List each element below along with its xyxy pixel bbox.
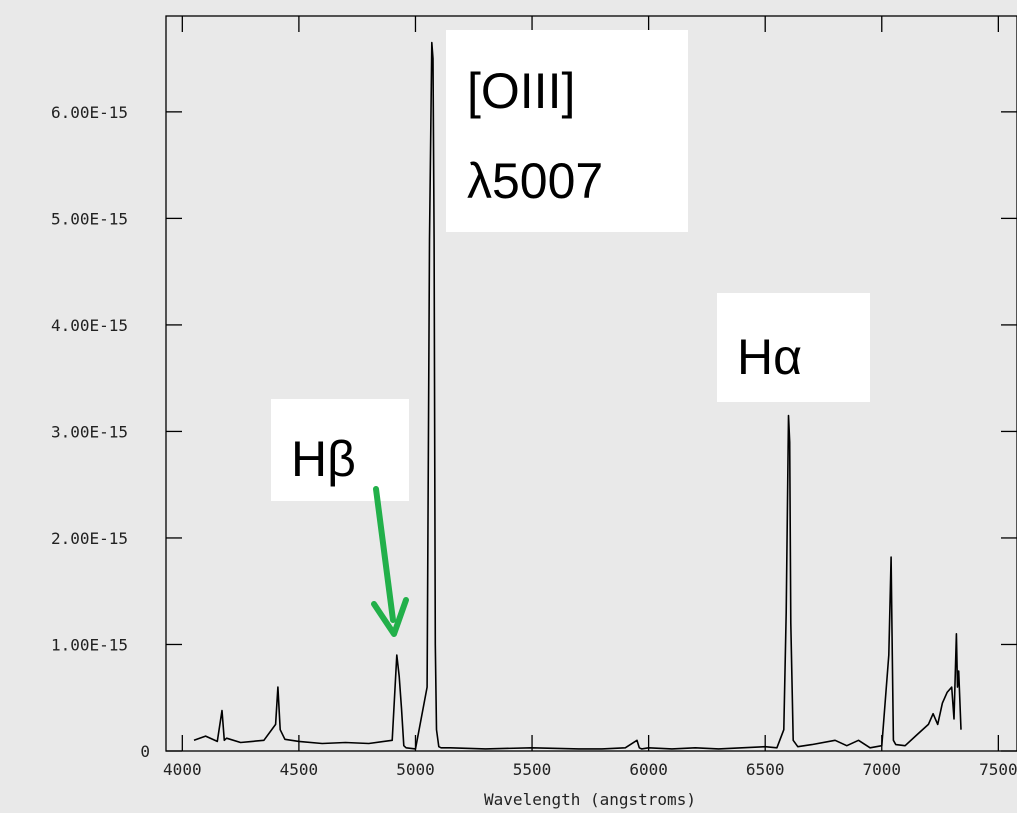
annotation-hbeta: Hβ <box>271 399 409 501</box>
x-tick-label: 4500 <box>280 760 319 779</box>
y-tick-label: 5.00E-15 <box>51 209 128 228</box>
x-axis-title: Wavelength (angstroms) <box>484 790 696 809</box>
x-tick-label: 6500 <box>746 760 785 779</box>
plot-frame <box>165 15 1017 752</box>
y-tick-label: 4.00E-15 <box>51 316 128 335</box>
x-tick-label: 5500 <box>513 760 552 779</box>
annotation-halpha-box <box>717 293 870 402</box>
x-tick-label: 4000 <box>163 760 202 779</box>
x-tick-label: 6000 <box>629 760 668 779</box>
annotation-oiii: [OIII] λ5007 <box>446 30 688 232</box>
annotation-hbeta-label: Hβ <box>291 431 356 487</box>
hbeta-arrow-shaft <box>373 486 396 623</box>
x-tick-label: 7000 <box>863 760 902 779</box>
y-tick-label: 0 <box>140 742 150 761</box>
hbeta-arrow-head <box>371 597 409 637</box>
annotation-oiii-line1: [OIII] <box>467 63 575 119</box>
annotation-hbeta-box <box>271 399 409 501</box>
y-axis-ticks: 0 1.00E-15 2.00E-15 3.00E-15 4.00E-15 5.00E-1… <box>51 103 1017 761</box>
annotation-halpha: Hα <box>717 293 870 402</box>
spectrum-series-line <box>193 41 962 750</box>
x-axis-ticks: 4000 4500 5000 5500 6000 6500 7000 7500 <box>163 16 1017 779</box>
y-tick-label: 3.00E-15 <box>51 422 128 441</box>
y-tick-label: 6.00E-15 <box>51 103 128 122</box>
annotation-oiii-line2: λ5007 <box>467 153 603 209</box>
annotation-halpha-label: Hα <box>737 329 802 385</box>
plot-area: 4000 4500 5000 5500 6000 6500 7000 7500 0 1.00E-… <box>51 15 1017 779</box>
y-tick-label: 1.00E-15 <box>51 635 128 654</box>
hbeta-arrow <box>371 486 409 637</box>
annotation-oiii-box <box>446 30 688 232</box>
x-tick-label: 7500 <box>979 760 1017 779</box>
y-tick-label: 2.00E-15 <box>51 529 128 548</box>
x-tick-label: 5000 <box>396 760 435 779</box>
